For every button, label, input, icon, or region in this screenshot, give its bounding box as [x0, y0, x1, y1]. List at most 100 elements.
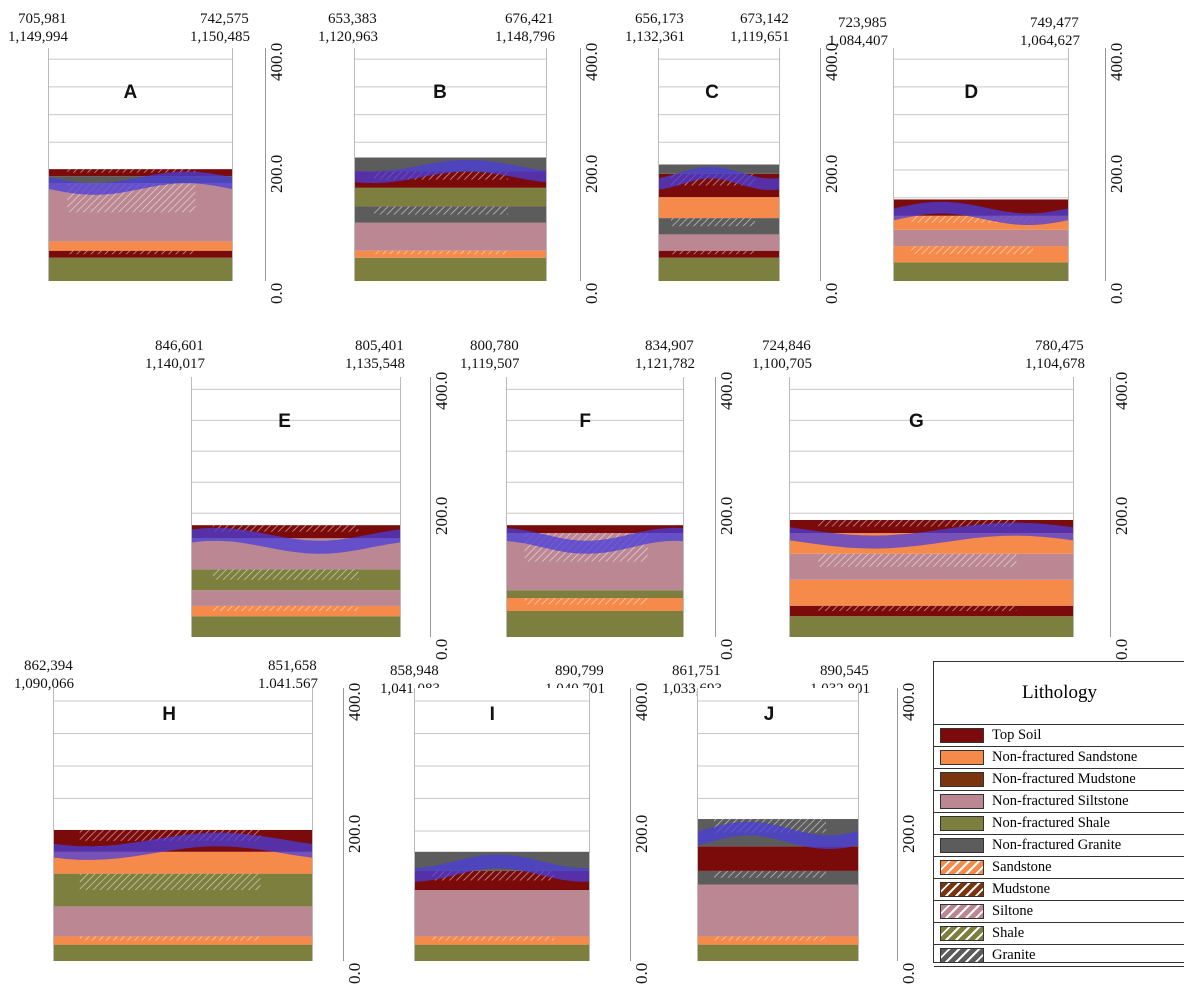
layer-topsoil — [659, 250, 779, 258]
layer-siltstone — [659, 234, 779, 251]
layer-shale — [355, 187, 546, 207]
legend-swatch — [940, 772, 984, 787]
section-plot — [191, 377, 401, 637]
coordinate-right-northing: 1,119,651 — [730, 29, 790, 45]
layer-sandstone — [790, 579, 1073, 606]
layer-shale — [698, 944, 858, 961]
axis-tick-label: 200.0 — [899, 814, 918, 853]
legend-item: Mudstone — [934, 879, 1184, 901]
legend-swatch — [940, 838, 984, 853]
legend-item: Non-fractured Shale — [934, 813, 1184, 835]
hatched-layer — [374, 206, 508, 215]
hatched-layer — [671, 218, 755, 227]
section-svg — [698, 700, 858, 961]
elevation-axis — [580, 48, 582, 281]
axis-tick-label: 400.0 — [717, 371, 736, 411]
elevation-axis — [265, 48, 267, 281]
elevation-axis — [1110, 377, 1112, 637]
axis-tick-label: 400.0 — [267, 42, 286, 81]
layer-shale — [894, 262, 1068, 281]
layer-siltstone — [54, 906, 312, 937]
coordinate-right-northing: 1,135,548 — [345, 356, 405, 372]
coordinate-right-easting: 749,477 — [1030, 15, 1079, 31]
elevation-axis — [1105, 48, 1107, 281]
hatched-layer — [67, 250, 196, 255]
coordinate-left-easting: 861,751 — [672, 663, 721, 679]
panel-label: D — [964, 82, 979, 103]
hatched-layer — [79, 873, 261, 891]
layer-sandstone — [49, 241, 232, 251]
section-svg — [415, 700, 589, 961]
section-plot — [697, 688, 859, 961]
legend-item: Granite — [934, 945, 1184, 967]
legend-swatch — [940, 882, 984, 897]
hatched-layer — [714, 936, 826, 941]
coordinate-left-easting: 723,985 — [838, 15, 887, 31]
legend-item: Non-fractured Granite — [934, 835, 1184, 857]
groundwater-band — [49, 171, 232, 195]
axis-tick-label: 0.0 — [632, 962, 651, 984]
section-plot — [506, 377, 684, 637]
coordinate-right-northing: 1,064,627 — [1020, 33, 1080, 49]
legend-swatch — [940, 794, 984, 809]
section-plot — [354, 48, 547, 281]
elevation-axis — [897, 688, 899, 961]
groundwater-band — [415, 854, 589, 882]
coordinate-left-northing: 1,100,705 — [752, 356, 812, 372]
section-plot — [893, 48, 1069, 281]
coordinate-left-easting: 705,981 — [18, 11, 67, 27]
layer-shale — [790, 616, 1073, 637]
hatched-layer — [524, 598, 648, 605]
legend-item: Non-fractured Sandstone — [934, 747, 1184, 769]
section-svg — [507, 388, 683, 637]
hatched-layer — [911, 215, 1034, 223]
legend-swatch — [940, 728, 984, 743]
section-svg — [54, 700, 312, 961]
axis-tick-label: 400.0 — [632, 683, 651, 722]
groundwater-band — [698, 821, 858, 850]
coordinate-left-easting: 800,780 — [470, 338, 519, 354]
layer-shale — [49, 257, 232, 281]
coordinate-right-easting: 673,142 — [740, 11, 789, 27]
layer-sandstone — [698, 936, 858, 945]
panel-label: C — [705, 82, 719, 103]
coordinate-left-northing: 1,084,407 — [828, 33, 888, 49]
coordinate-left-easting: 653,383 — [328, 11, 377, 27]
panel-label: E — [278, 411, 291, 432]
groundwater-band — [54, 832, 312, 860]
groundwater-band — [894, 201, 1068, 226]
hatched-layer — [671, 250, 755, 255]
coordinate-right-easting: 805,401 — [355, 338, 404, 354]
hatched-layer — [818, 520, 1017, 527]
axis-tick-label: 200.0 — [717, 496, 736, 535]
section-svg — [355, 58, 546, 281]
layer-topsoil — [507, 525, 683, 533]
layer-sandstone — [415, 936, 589, 945]
legend-label: Mudstone — [992, 881, 1050, 897]
axis-tick-label: 200.0 — [582, 154, 601, 193]
coordinate-left-northing: 1,120,963 — [318, 29, 378, 45]
groundwater-band — [507, 527, 683, 554]
axis-tick-label: 0.0 — [582, 283, 601, 305]
legend-label: Non-fractured Mudstone — [992, 771, 1136, 787]
hatched-layer — [212, 525, 359, 532]
axis-tick-label: 400.0 — [432, 371, 451, 411]
axis-tick-label: 200.0 — [345, 814, 364, 853]
coordinate-left-easting: 724,846 — [762, 338, 811, 354]
layer-sandstone — [659, 197, 779, 219]
legend-label: Non-fractured Sandstone — [992, 749, 1138, 765]
axis-tick-label: 0.0 — [1112, 638, 1131, 660]
hatched-layer — [79, 936, 261, 941]
axis-tick-label: 0.0 — [899, 962, 918, 984]
coordinate-left-easting: 858,948 — [390, 663, 439, 679]
axis-tick-label: 0.0 — [432, 638, 451, 660]
groundwater-band — [192, 527, 400, 554]
coordinate-right-easting: 742,575 — [200, 11, 249, 27]
coordinate-left-northing: 1,140,017 — [145, 356, 205, 372]
layer-shale — [54, 944, 312, 961]
legend-label: Non-fractured Shale — [992, 815, 1110, 831]
legend-item: Siltone — [934, 901, 1184, 923]
hatched-layer — [79, 829, 261, 841]
section-svg — [49, 58, 232, 281]
groundwater-band — [355, 159, 546, 184]
